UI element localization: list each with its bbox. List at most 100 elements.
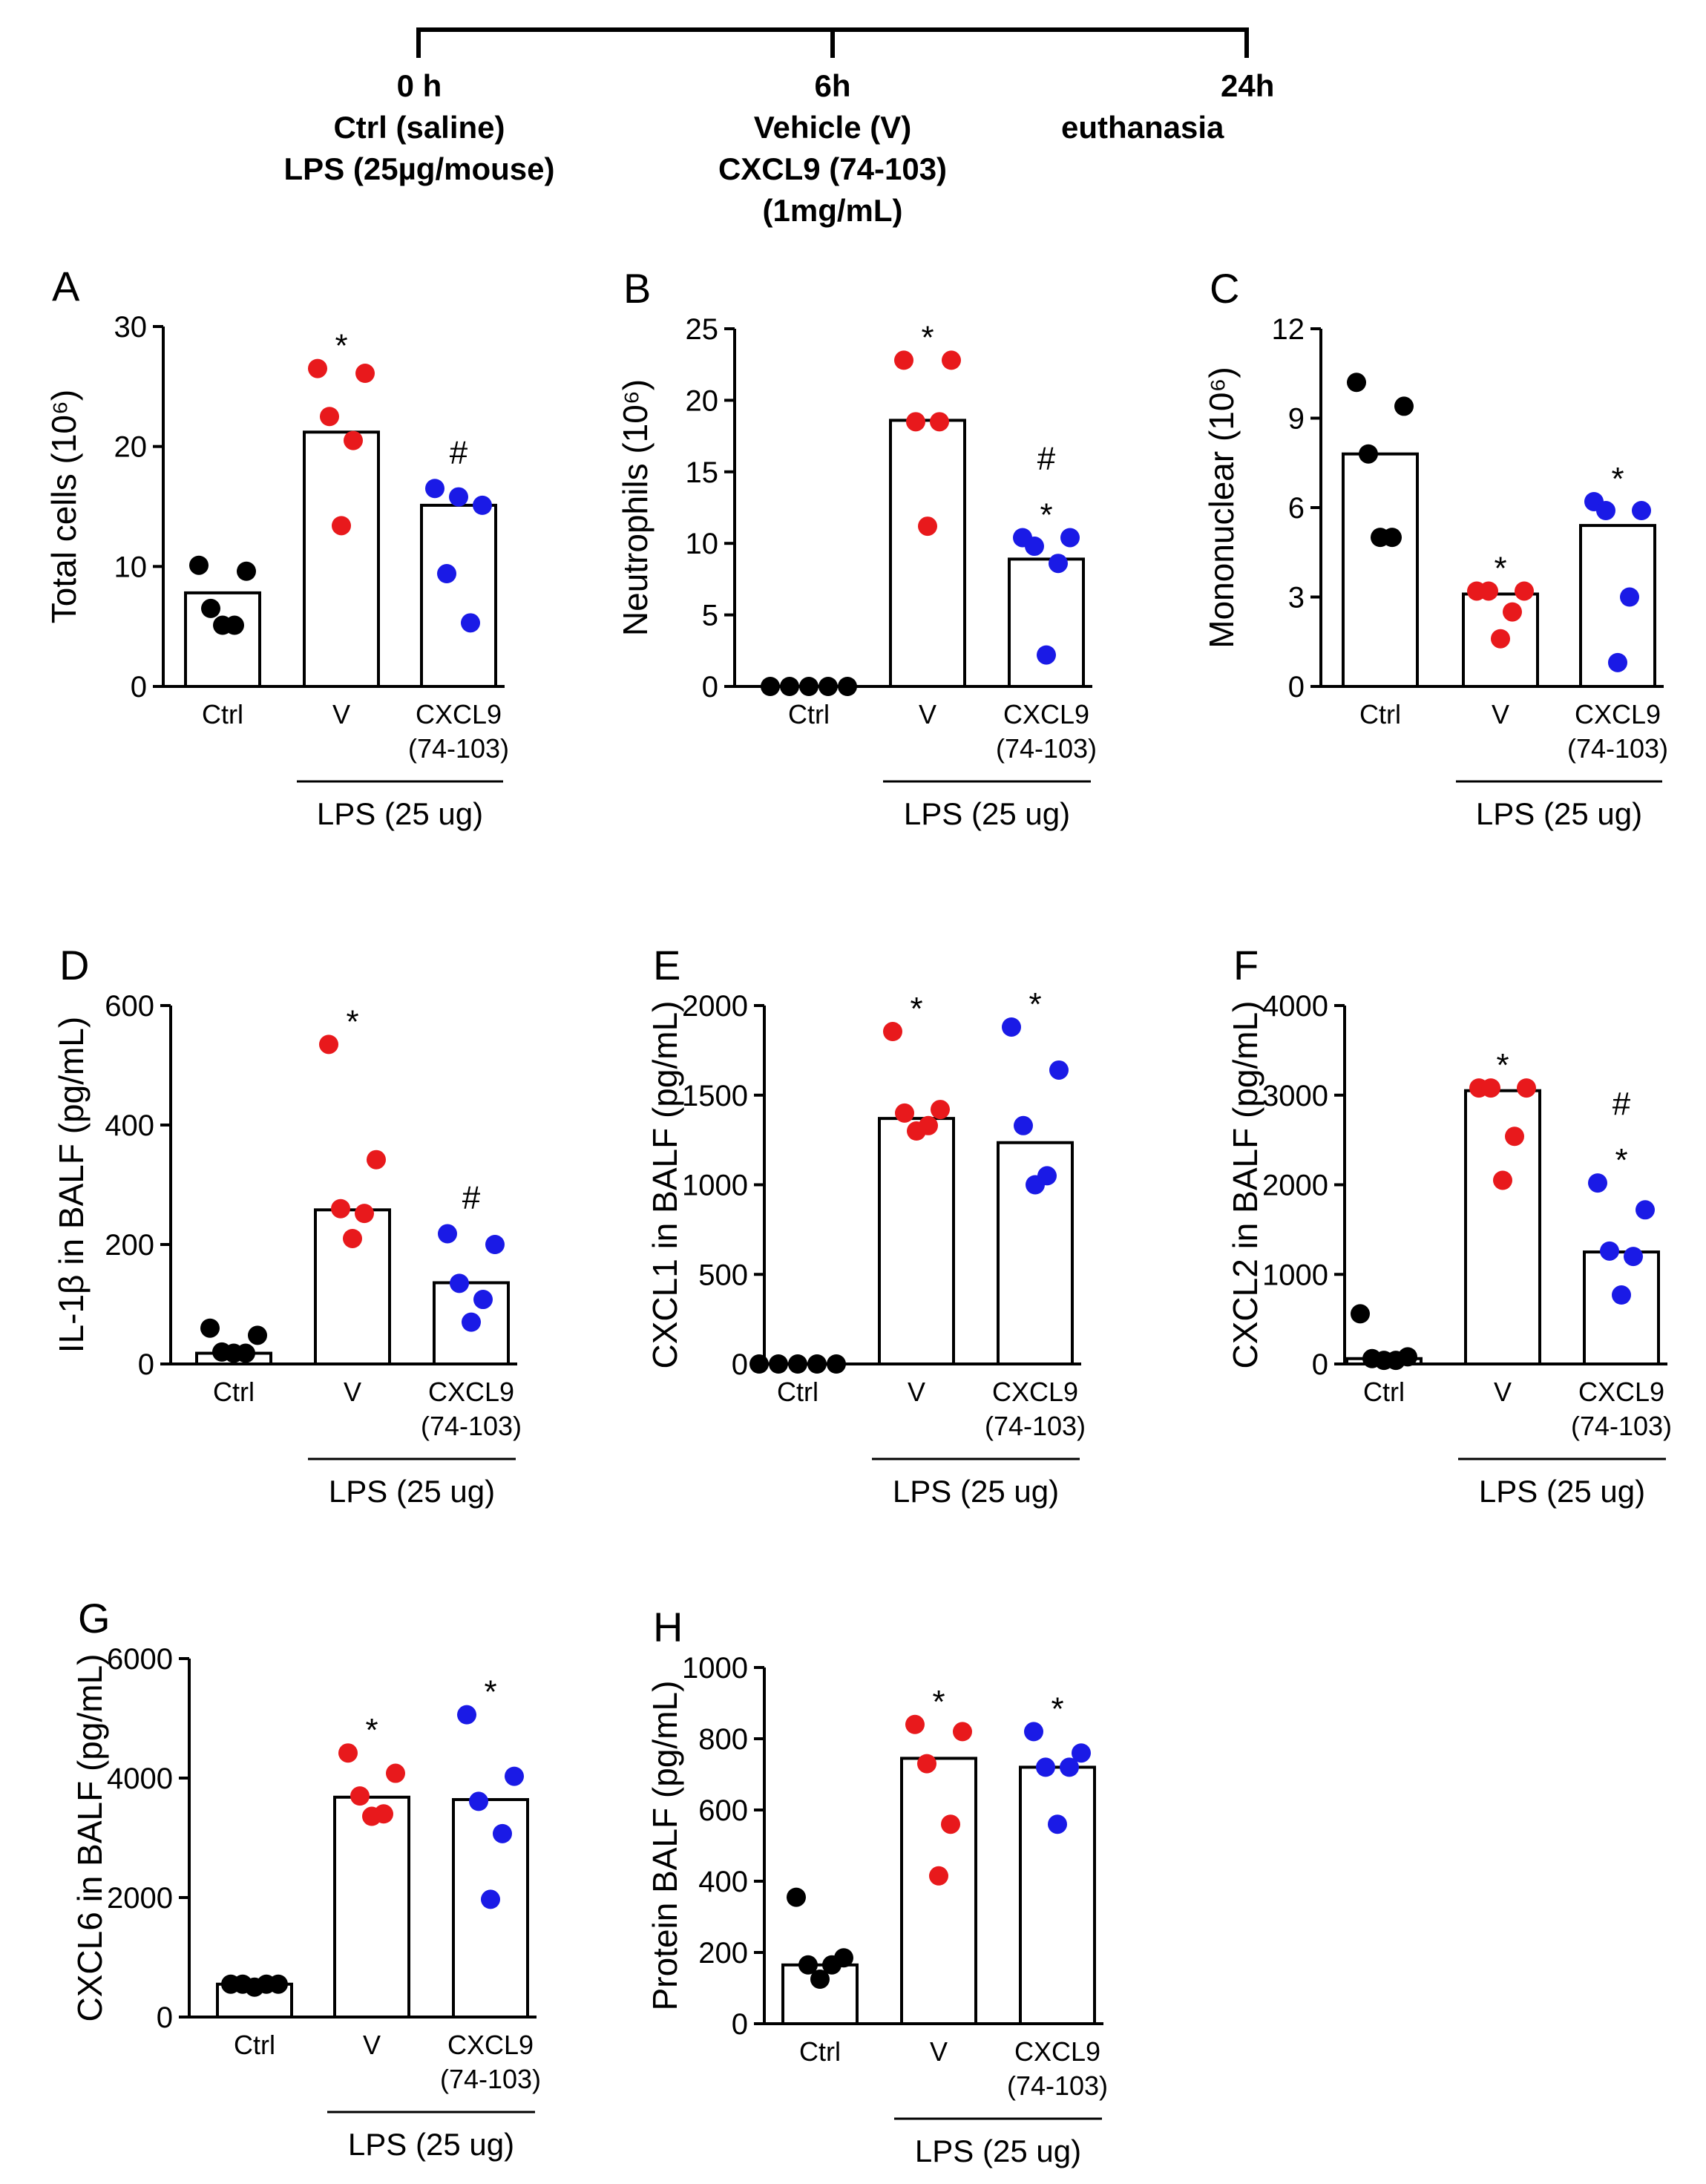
data-point: [425, 479, 444, 499]
data-point: [485, 1235, 505, 1254]
panel-letter: B: [623, 265, 651, 312]
data-point: [1620, 587, 1639, 607]
panel-letter: G: [78, 1595, 111, 1642]
y-tick-label: 5: [702, 600, 718, 632]
data-point: [1636, 1200, 1655, 1220]
category-label: CXCL9: [1578, 1377, 1664, 1407]
data-point: [200, 1318, 220, 1338]
data-point: [807, 1354, 827, 1374]
data-point: [1481, 1078, 1500, 1098]
y-axis-label: CXCL2 in BALF (pg/mL): [1226, 1001, 1264, 1369]
significance-marker: *: [1494, 550, 1506, 586]
data-point: [344, 430, 363, 450]
panel-letter: H: [653, 1604, 683, 1650]
data-point: [1596, 501, 1615, 521]
data-point: [838, 677, 857, 696]
y-tick-label: 800: [698, 1723, 748, 1756]
data-point: [941, 1814, 960, 1834]
timepoint-6h: 6h Vehicle (V) CXCL9 (74-103) (1mg/mL): [666, 65, 1000, 232]
significance-marker: *: [1040, 496, 1052, 533]
data-point: [367, 1150, 386, 1170]
category-label: V: [919, 699, 936, 729]
category-label: (74-103): [1007, 2070, 1108, 2101]
lps-label: LPS (25 ug): [348, 2127, 514, 2162]
data-point: [189, 555, 209, 575]
y-tick-label: 500: [698, 1259, 748, 1291]
data-point: [822, 1955, 841, 1975]
category-label: (74-103): [421, 1411, 522, 1441]
category-label: (74-103): [1571, 1411, 1672, 1441]
y-axis-label: CXCL6 in BALF (pg/mL): [70, 1654, 109, 2022]
panel-letter: F: [1233, 942, 1259, 988]
y-axis-label: CXCL1 in BALF (pg/mL): [646, 1001, 684, 1369]
significance-marker: #: [1613, 1086, 1631, 1122]
data-point: [1347, 373, 1366, 393]
category-label: V: [363, 2030, 381, 2060]
data-point: [895, 1103, 914, 1123]
category-label: Ctrl: [799, 2036, 841, 2067]
category-label: Ctrl: [202, 699, 243, 729]
data-point: [1049, 1060, 1069, 1080]
significance-marker: *: [335, 328, 347, 364]
category-label: V: [1492, 699, 1509, 729]
y-tick-label: 4000: [1262, 990, 1328, 1023]
data-point: [1072, 1743, 1091, 1763]
data-point: [1394, 396, 1414, 416]
data-point: [894, 350, 913, 370]
timepoint-time: 24h: [1221, 68, 1275, 103]
data-point: [788, 1354, 807, 1374]
data-point: [827, 1354, 846, 1374]
y-tick-label: 6: [1288, 492, 1305, 525]
significance-marker: #: [462, 1180, 481, 1216]
significance-marker: #: [450, 434, 468, 470]
category-label: Ctrl: [788, 699, 830, 729]
data-point: [1612, 1285, 1631, 1305]
data-point: [248, 1325, 267, 1345]
data-point: [473, 1290, 493, 1310]
y-tick-label: 20: [686, 384, 719, 417]
category-label: (74-103): [1567, 733, 1668, 764]
data-point: [343, 1228, 362, 1248]
data-point: [1600, 1241, 1619, 1261]
mean-bar: [1019, 1765, 1096, 2025]
significance-marker: *: [910, 991, 922, 1027]
data-point: [1025, 537, 1044, 557]
data-point: [237, 561, 256, 581]
data-point: [1588, 1173, 1607, 1193]
data-point: [1060, 528, 1080, 548]
data-point: [883, 1022, 902, 1042]
category-label: V: [930, 2036, 948, 2067]
mean-bar: [1342, 452, 1419, 688]
data-point: [450, 1273, 469, 1293]
category-label: CXCL9: [428, 1377, 514, 1407]
data-point: [942, 350, 961, 370]
panel-letter: C: [1210, 265, 1239, 312]
y-tick-label: 600: [105, 990, 154, 1023]
y-tick-label: 0: [131, 671, 147, 704]
y-tick-label: 0: [1312, 1348, 1328, 1381]
category-label: (74-103): [440, 2064, 541, 2094]
data-point: [213, 615, 232, 635]
y-tick-label: 20: [114, 431, 148, 464]
y-tick-label: 0: [702, 671, 718, 704]
data-point: [953, 1722, 972, 1742]
data-point: [799, 677, 818, 696]
data-point: [787, 1887, 806, 1907]
significance-marker: *: [1051, 1691, 1063, 1727]
data-point: [931, 1100, 950, 1120]
data-point: [505, 1766, 524, 1786]
panel-h: H Protein BALF (pg/mL) 0 200 400 600 800 1000 * *…: [646, 1604, 1108, 2168]
y-tick-label: 6000: [107, 1643, 173, 1676]
lps-label: LPS (25 ug): [1476, 796, 1642, 831]
data-point: [761, 677, 780, 696]
category-label: CXCL9: [992, 1377, 1078, 1407]
significance-marker: *: [1611, 461, 1624, 497]
category-label: CXCL9: [416, 699, 502, 729]
lps-label: LPS (25 ug): [1479, 1474, 1645, 1509]
data-point: [917, 1754, 936, 1774]
y-tick-label: 3000: [1262, 1080, 1328, 1112]
y-axis-label: Mononuclear (10⁶): [1202, 367, 1241, 648]
y-tick-label: 4000: [107, 1762, 173, 1795]
mean-bar: [184, 591, 261, 689]
panel-e: E CXCL1 in BALF (pg/mL) 0 500 1000 1500 2000 * *…: [646, 942, 1086, 1509]
